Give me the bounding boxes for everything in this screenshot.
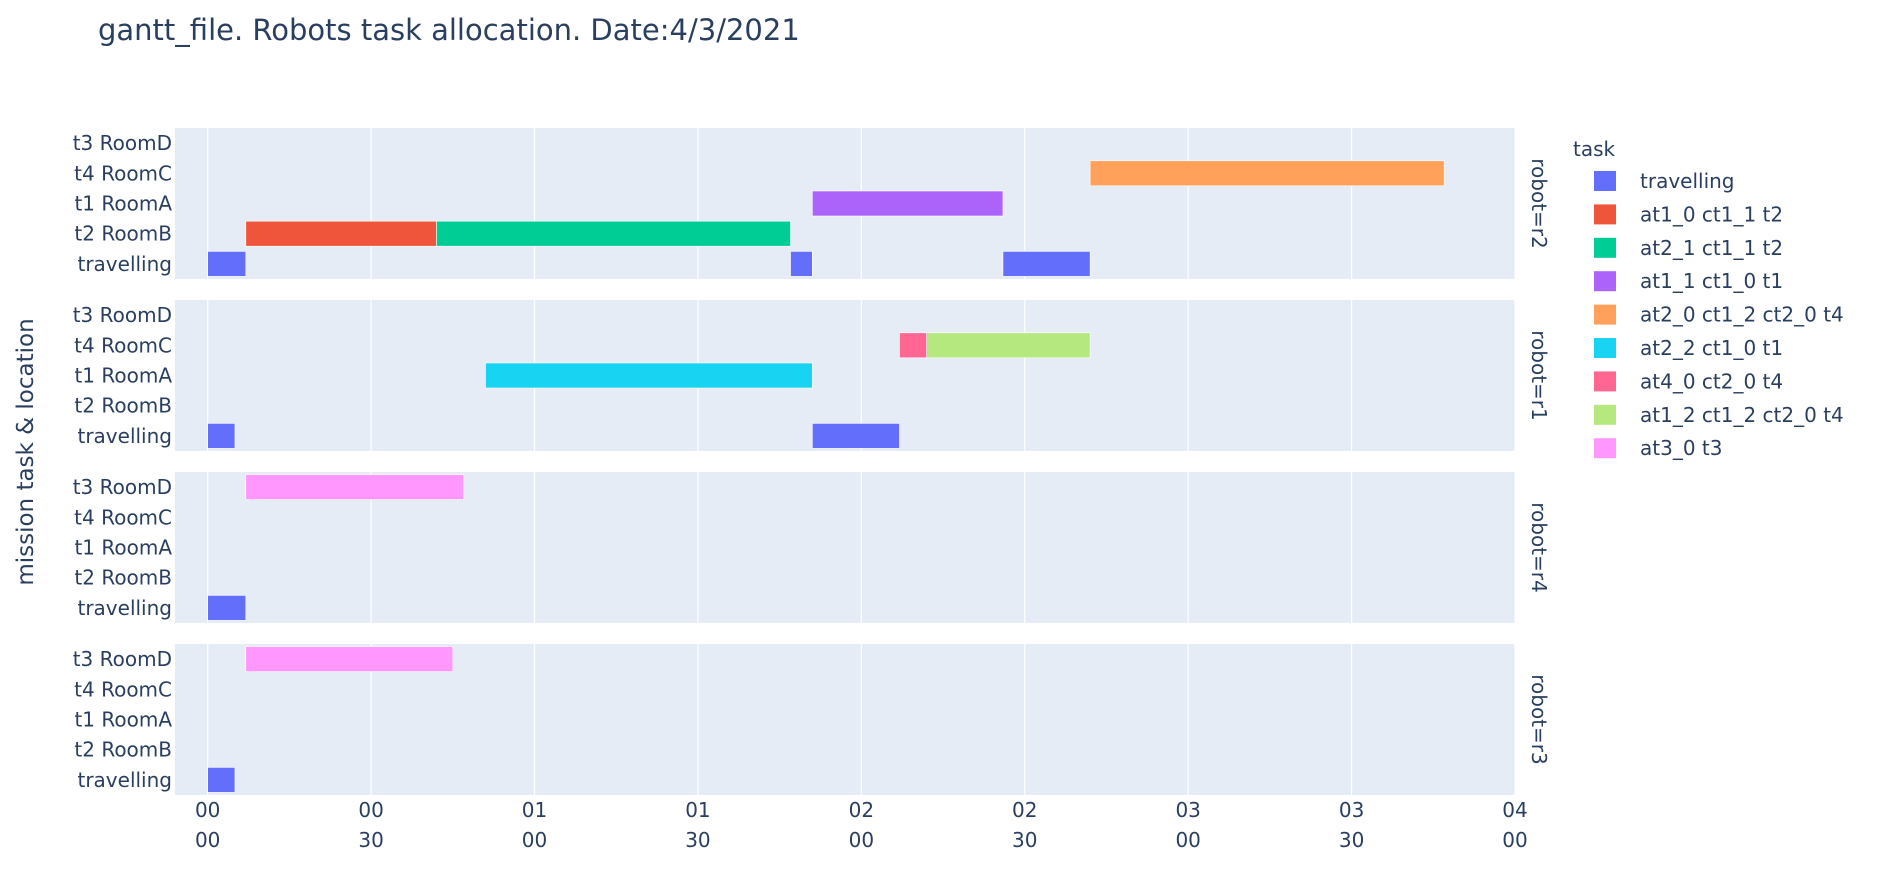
x-tick-label: 01 <box>685 798 710 822</box>
gantt-bar <box>812 190 1004 217</box>
y-tick-label: travelling <box>77 596 172 620</box>
legend-label: at4_0 ct2_0 t4 <box>1640 369 1783 393</box>
x-tick-label: 00 <box>522 828 547 852</box>
x-tick-label: 02 <box>1012 798 1037 822</box>
x-tick-label: 00 <box>358 798 383 822</box>
facet-label: robot=r1 <box>1527 330 1551 421</box>
facet-panel: t3 RoomD t4 RoomC t1 RoomA t2 RoomB travelli… <box>73 472 1551 623</box>
y-tick-label: travelling <box>77 768 172 792</box>
x-tick-label: 30 <box>685 828 710 852</box>
gantt-bar <box>812 423 900 449</box>
y-tick-label: t1 RoomA <box>74 708 172 732</box>
facet-panel: t3 RoomD t4 RoomC t1 RoomA t2 RoomB travelli… <box>73 300 1551 451</box>
facet-label: robot=r2 <box>1527 158 1551 249</box>
legend-item[interactable]: travelling <box>1594 169 1735 193</box>
y-tick-label: t1 RoomA <box>74 536 172 560</box>
y-tick-label: t3 RoomD <box>73 303 172 327</box>
legend-item[interactable]: at4_0 ct2_0 t4 <box>1594 369 1783 393</box>
y-tick-label: t4 RoomC <box>74 333 172 357</box>
facet-label: robot=r3 <box>1527 674 1551 765</box>
y-axis-title: mission task & location <box>13 318 39 585</box>
legend: task travelling at1_0 ct1_1 t2 at2_1 ct1_1… <box>1573 137 1844 460</box>
x-tick-label: 00 <box>195 798 220 822</box>
legend-item[interactable]: at2_0 ct1_2 ct2_0 t4 <box>1594 303 1844 327</box>
legend-swatch <box>1594 237 1616 258</box>
facet-panel: t3 RoomD t4 RoomC t1 RoomA t2 RoomB travelli… <box>73 644 1551 795</box>
gantt-bar <box>207 767 236 793</box>
x-tick-label: 30 <box>358 828 383 852</box>
gantt-bar <box>207 595 247 621</box>
facet-panel: t3 RoomD t4 RoomC t1 RoomA t2 RoomB travelli… <box>73 128 1551 279</box>
gantt-bar <box>485 362 813 389</box>
legend-label: at1_1 ct1_0 t1 <box>1640 269 1783 293</box>
y-tick-label: t1 RoomA <box>74 364 172 388</box>
x-tick-label: 30 <box>1339 828 1364 852</box>
gantt-bar <box>207 251 247 277</box>
x-axis-ticks: 00 00 00 30 01 00 01 30 02 00 02 30 03 00 03 30 04 00 <box>195 798 1528 852</box>
y-tick-label: t4 RoomC <box>74 505 172 529</box>
x-tick-label: 00 <box>1502 828 1527 852</box>
facet-label: robot=r4 <box>1527 502 1551 593</box>
y-tick-label: t3 RoomD <box>73 647 172 671</box>
legend-swatch <box>1594 304 1616 325</box>
y-tick-label: t2 RoomB <box>74 566 172 590</box>
y-tick-label: t4 RoomC <box>74 677 172 701</box>
gantt-bar <box>1089 160 1445 187</box>
y-tick-label: t2 RoomB <box>74 738 172 762</box>
legend-swatch <box>1594 438 1616 459</box>
x-tick-label: 30 <box>1012 828 1037 852</box>
x-tick-label: 01 <box>522 798 547 822</box>
gantt-bar <box>790 251 813 277</box>
legend-swatch <box>1594 204 1616 225</box>
legend-item[interactable]: at1_2 ct1_2 ct2_0 t4 <box>1594 403 1844 427</box>
legend-item[interactable]: at1_0 ct1_1 t2 <box>1594 202 1783 226</box>
y-tick-label: t2 RoomB <box>74 222 172 246</box>
x-tick-label: 00 <box>195 828 220 852</box>
x-tick-label: 00 <box>1175 828 1200 852</box>
gantt-bar <box>245 646 454 672</box>
legend-label: at3_0 t3 <box>1640 436 1722 460</box>
legend-item[interactable]: at2_2 ct1_0 t1 <box>1594 336 1783 360</box>
y-tick-label: t2 RoomB <box>74 394 172 418</box>
gantt-bar <box>899 332 928 359</box>
facets-layer: t3 RoomD t4 RoomC t1 RoomA t2 RoomB travelli… <box>73 128 1551 795</box>
x-tick-label: 00 <box>849 828 874 852</box>
legend-item[interactable]: at2_1 ct1_1 t2 <box>1594 236 1783 260</box>
legend-label: at1_2 ct1_2 ct2_0 t4 <box>1640 403 1844 427</box>
y-tick-label: t4 RoomC <box>74 161 172 185</box>
y-tick-label: t3 RoomD <box>73 131 172 155</box>
y-tick-label: travelling <box>77 252 172 276</box>
legend-label: at1_0 ct1_1 t2 <box>1640 202 1783 226</box>
legend-label: travelling <box>1640 169 1735 193</box>
x-tick-label: 02 <box>849 798 874 822</box>
legend-swatch <box>1594 404 1616 425</box>
x-tick-label: 04 <box>1502 798 1527 822</box>
gantt-bar <box>245 474 464 500</box>
y-tick-label: travelling <box>77 424 172 448</box>
x-tick-label: 03 <box>1339 798 1364 822</box>
gantt-bar <box>436 220 791 247</box>
chart-title: gantt_file. Robots task allocation. Date… <box>98 13 800 47</box>
legend-swatch <box>1594 338 1616 358</box>
legend-label: at2_0 ct1_2 ct2_0 t4 <box>1640 303 1844 327</box>
legend-swatch <box>1594 171 1616 191</box>
gantt-bar <box>207 423 236 449</box>
gantt-bar <box>1002 251 1091 277</box>
legend-swatch <box>1594 371 1616 392</box>
x-tick-label: 03 <box>1175 798 1200 822</box>
legend-swatch <box>1594 271 1616 292</box>
legend-label: at2_2 ct1_0 t1 <box>1640 336 1783 360</box>
gantt-bar <box>926 332 1091 359</box>
y-tick-label: t1 RoomA <box>74 192 172 216</box>
gantt-bar <box>245 220 437 247</box>
legend-item[interactable]: at3_0 t3 <box>1594 436 1722 460</box>
legend-title: task <box>1573 137 1616 161</box>
legend-label: at2_1 ct1_1 t2 <box>1640 236 1783 260</box>
legend-item[interactable]: at1_1 ct1_0 t1 <box>1594 269 1783 293</box>
y-tick-label: t3 RoomD <box>73 475 172 499</box>
